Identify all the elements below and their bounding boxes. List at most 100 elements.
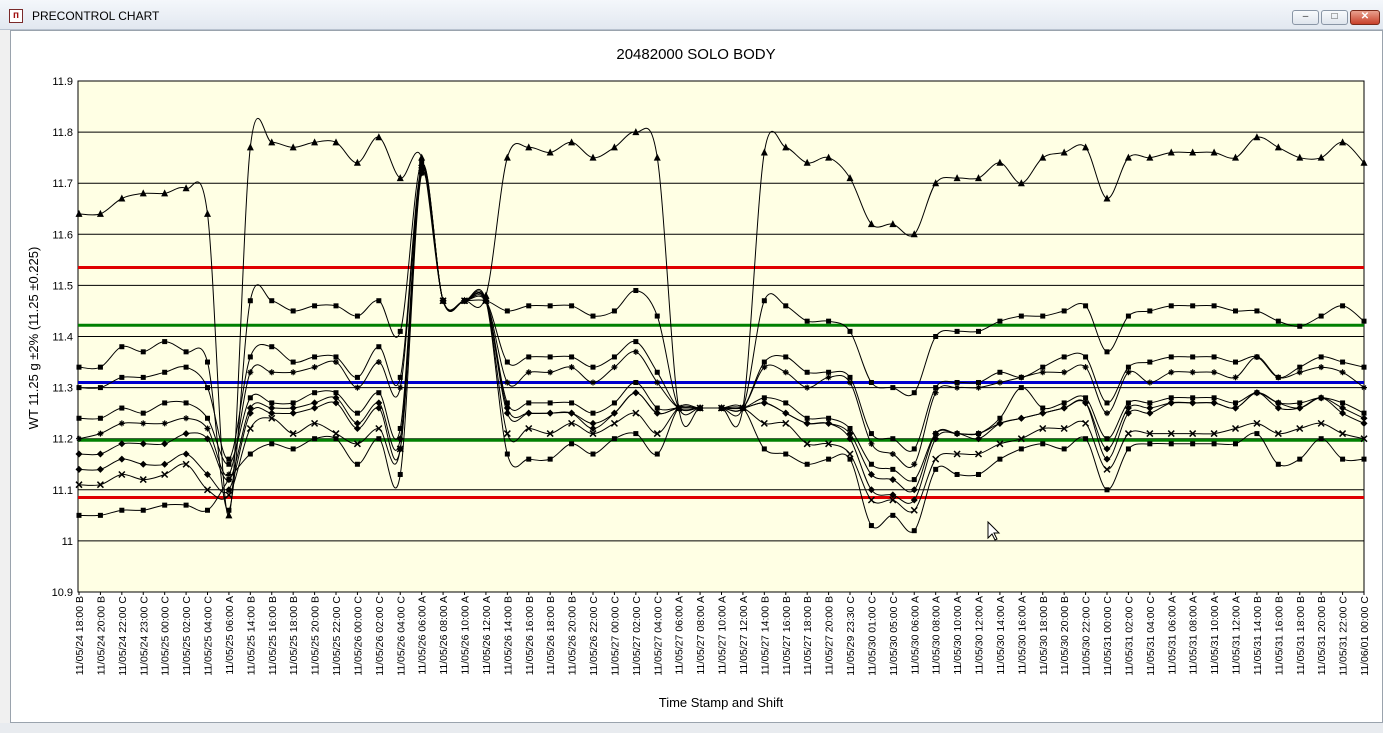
data-point-marker <box>569 303 575 309</box>
data-point-marker <box>1061 446 1067 452</box>
data-point-marker <box>932 435 940 443</box>
data-point-marker <box>589 153 597 161</box>
data-point-marker <box>183 349 189 355</box>
data-point-marker <box>97 385 103 391</box>
data-point-marker <box>525 143 533 151</box>
data-point-marker <box>1296 404 1304 412</box>
data-point-marker <box>803 158 811 166</box>
data-point-marker <box>547 400 553 406</box>
data-point-marker <box>1339 369 1346 376</box>
data-point-marker <box>804 461 810 467</box>
data-point-marker <box>375 404 383 412</box>
data-point-marker <box>332 399 340 407</box>
data-point-marker <box>633 431 639 437</box>
data-point-marker <box>375 359 382 366</box>
x-tick-label: 11/05/31 02:00 C <box>1123 596 1135 676</box>
data-point-marker <box>653 430 661 438</box>
data-point-marker <box>1274 143 1282 151</box>
data-point-marker <box>140 374 146 380</box>
data-point-marker <box>1124 153 1132 161</box>
data-point-marker <box>1233 400 1238 406</box>
data-point-marker <box>976 328 981 334</box>
data-point-marker <box>761 298 767 304</box>
data-point-marker <box>911 390 917 396</box>
data-point-marker <box>1297 456 1303 462</box>
data-point-marker <box>568 138 576 146</box>
data-point-marker <box>825 153 833 161</box>
data-point-marker <box>611 354 617 360</box>
data-point-marker <box>268 409 276 417</box>
data-point-marker <box>911 477 917 483</box>
data-point-marker <box>1233 308 1238 314</box>
data-point-marker <box>867 486 875 494</box>
data-point-marker <box>504 379 511 386</box>
data-point-marker <box>1039 409 1047 417</box>
data-point-marker <box>1083 436 1089 442</box>
x-tick-label: 11/05/30 05:00 C <box>888 596 900 676</box>
data-point-marker <box>162 502 168 508</box>
data-point-marker <box>1274 404 1282 412</box>
data-point-marker <box>1296 153 1304 161</box>
data-point-marker <box>997 456 1003 462</box>
data-point-marker <box>226 461 232 467</box>
y-tick-label: 11.3 <box>52 383 73 395</box>
chart-frame: 11.9 11.8 11.7 11.6 11.5 11.4 11.3 11.2 11.1 11 10… <box>10 30 1383 723</box>
x-tick-label: 11/05/31 22:00 C <box>1338 596 1350 676</box>
data-point-marker <box>332 394 340 402</box>
data-point-marker <box>1253 419 1261 427</box>
data-point-marker <box>354 384 361 391</box>
minimize-icon[interactable]: – <box>1292 10 1319 25</box>
data-point-marker <box>997 318 1003 324</box>
data-point-marker <box>633 339 639 345</box>
data-point-marker <box>1167 148 1175 156</box>
data-point-marker <box>290 400 296 406</box>
data-point-marker <box>933 334 939 339</box>
data-point-marker <box>118 470 126 479</box>
data-point-marker <box>1146 404 1154 412</box>
precontrol-app-icon[interactable]: п <box>9 9 23 23</box>
data-point-marker <box>590 364 596 370</box>
data-point-marker <box>868 379 874 385</box>
data-point-marker <box>1190 303 1196 309</box>
data-point-marker <box>1296 424 1304 433</box>
data-point-marker <box>654 451 660 457</box>
data-point-marker <box>1083 354 1089 360</box>
data-point-marker <box>204 425 211 432</box>
x-tick-label: 11/05/31 20:00 B <box>1316 596 1328 675</box>
data-point-marker <box>118 420 125 427</box>
data-point-marker <box>1018 374 1025 381</box>
close-icon[interactable]: ✕ <box>1350 10 1380 25</box>
data-point-marker <box>504 308 510 314</box>
data-point-marker <box>247 298 253 304</box>
data-point-marker <box>504 451 510 457</box>
data-point-marker <box>376 390 382 396</box>
x-tick-label: 11/05/24 20:00 B <box>95 596 107 675</box>
data-point-marker <box>204 209 211 217</box>
data-point-marker <box>182 450 190 458</box>
x-tick-label: 11/05/27 04:00 C <box>652 596 664 676</box>
data-point-marker <box>974 450 983 458</box>
data-point-marker <box>353 158 361 166</box>
data-point-marker <box>75 481 83 489</box>
data-point-marker <box>868 431 874 437</box>
data-point-marker <box>1339 404 1347 412</box>
data-series <box>75 117 1368 534</box>
data-point-marker <box>247 395 253 401</box>
data-point-marker <box>825 419 833 427</box>
data-point-marker <box>268 414 276 422</box>
data-point-marker <box>1060 148 1068 156</box>
data-point-marker <box>183 502 189 508</box>
data-point-marker <box>976 471 981 477</box>
data-point-marker <box>868 440 875 447</box>
data-point-marker <box>1083 395 1089 401</box>
data-point-marker <box>826 415 832 421</box>
data-point-marker <box>247 369 254 376</box>
data-point-marker <box>804 318 810 324</box>
data-point-marker <box>397 374 403 380</box>
data-point-marker <box>760 399 768 407</box>
x-tick-label: 11/05/25 18:00 B <box>288 596 300 675</box>
data-point-marker <box>847 379 853 386</box>
data-point-marker <box>911 461 918 468</box>
maximize-icon[interactable]: □ <box>1321 10 1348 25</box>
data-point-marker <box>632 389 640 397</box>
